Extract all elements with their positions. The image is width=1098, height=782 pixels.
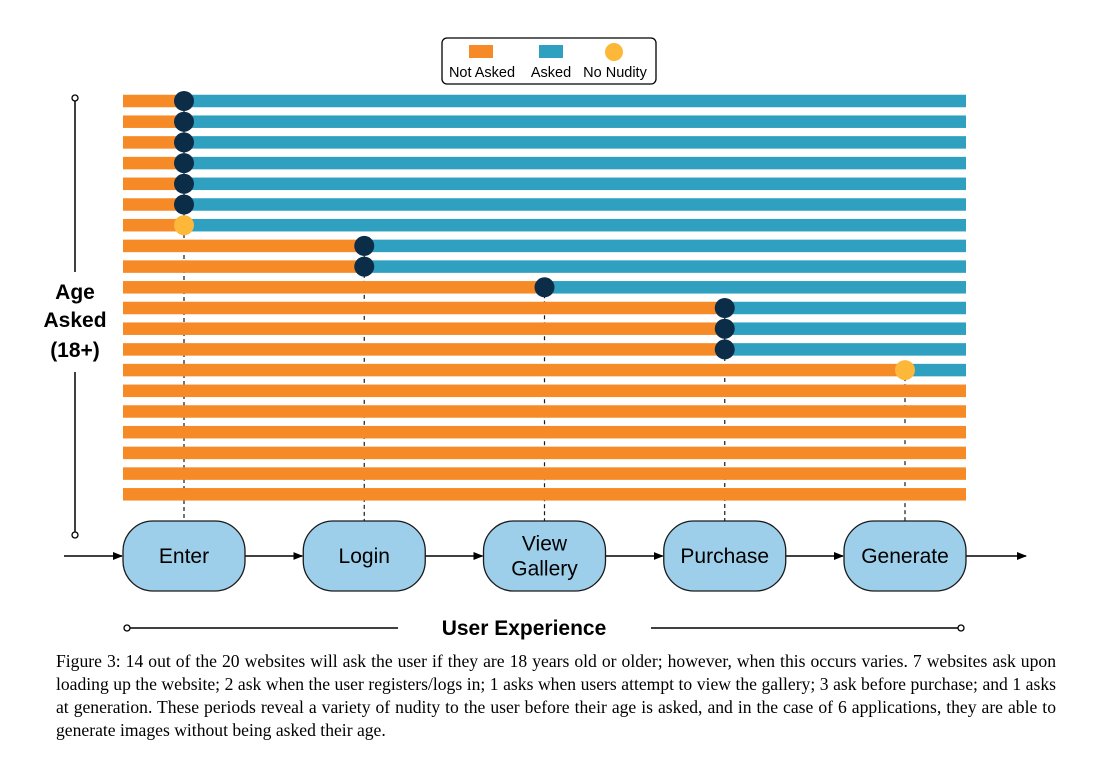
not-asked-bar	[123, 94, 184, 108]
stage-node-gallery	[482, 520, 607, 592]
not-asked-bar	[123, 115, 184, 128]
nudity-marker	[714, 318, 735, 339]
no-nudity-marker	[174, 215, 194, 236]
not-asked-bar	[123, 260, 365, 273]
legend: Not Asked Asked No Nudity	[441, 37, 657, 85]
stage-node-generate	[843, 520, 967, 592]
y-axis-end-bottom	[71, 531, 79, 539]
age-check-markers	[174, 91, 915, 381]
nudity-marker	[174, 132, 194, 153]
not-asked-bar	[123, 343, 725, 356]
y-axis: Age Asked (18+)	[43, 94, 107, 539]
asked-bar	[184, 94, 966, 108]
y-axis-label-line-2: Asked	[43, 309, 106, 332]
not-asked-bar	[123, 467, 966, 480]
nudity-marker	[174, 194, 194, 215]
asked-bar	[184, 177, 966, 191]
not-asked-bar	[123, 363, 905, 377]
not-asked-bar	[123, 281, 545, 294]
x-axis-label: User Experience	[442, 617, 607, 640]
not-asked-bar	[123, 488, 966, 501]
x-axis-end-left	[123, 624, 131, 632]
not-asked-bar	[123, 446, 966, 460]
stage-node-purchase	[663, 520, 787, 592]
not-asked-bar	[123, 177, 184, 191]
asked-bar	[905, 363, 966, 377]
legend-box	[441, 37, 657, 85]
not-asked-bar	[123, 322, 725, 335]
not-asked-bar	[123, 136, 184, 149]
legend-swatch-not-asked	[469, 45, 493, 58]
y-axis-label-line-3: (18+)	[50, 339, 100, 362]
stage-label-enter: Enter	[159, 545, 209, 568]
asked-bar	[364, 239, 966, 253]
asked-bar	[724, 343, 966, 356]
asked-bar	[724, 301, 966, 315]
stage-label-purchase: Purchase	[680, 545, 769, 568]
asked-bar	[184, 115, 966, 128]
nudity-marker	[354, 256, 375, 277]
stage-label-login: Login	[339, 545, 390, 568]
y-axis-label-line-1: Age	[55, 281, 95, 304]
nudity-marker	[354, 235, 375, 256]
figure-caption: Figure 3: 14 out of the 20 websites will…	[56, 651, 1056, 740]
not-asked-bar	[123, 425, 966, 439]
nudity-marker	[714, 298, 735, 318]
not-asked-bar	[123, 198, 184, 211]
asked-bar	[364, 260, 966, 273]
not-asked-bar	[123, 156, 184, 170]
not-asked-bar	[123, 384, 966, 398]
legend-label-no-nudity: No Nudity	[583, 65, 647, 81]
nudity-marker	[174, 91, 194, 111]
asked-bar	[544, 281, 966, 294]
not-asked-bar	[123, 218, 184, 232]
legend-label-not-asked: Not Asked	[449, 65, 515, 81]
asked-bar	[184, 218, 966, 232]
stage-node-login	[302, 520, 426, 592]
nudity-marker	[174, 153, 194, 174]
x-axis: User Experience	[123, 617, 965, 640]
x-axis-end-right	[957, 624, 965, 632]
stage-label-generate: Generate	[861, 545, 949, 568]
asked-bar	[184, 136, 966, 149]
legend-swatch-asked	[539, 45, 563, 58]
not-asked-bar	[123, 301, 725, 315]
asked-bar	[184, 198, 966, 211]
asked-bar	[724, 322, 966, 335]
not-asked-bar	[123, 405, 966, 418]
no-nudity-marker	[895, 360, 915, 381]
asked-bar	[184, 156, 966, 170]
stage-label-gallery: Gallery	[511, 558, 578, 581]
stage-label-gallery: View	[522, 533, 568, 556]
nudity-marker	[174, 173, 194, 194]
not-asked-bar	[123, 239, 365, 253]
nudity-marker	[174, 111, 194, 132]
stage-node-enter	[122, 520, 246, 592]
legend-label-asked: Asked	[531, 65, 571, 81]
nudity-marker	[534, 277, 555, 298]
website-bars	[123, 94, 966, 501]
age-verification-timeline-chart: Not Asked Asked No Nudity Age Asked (18+…	[43, 37, 1027, 640]
legend-swatch-no-nudity	[605, 43, 623, 61]
y-axis-end-top	[71, 94, 79, 102]
nudity-marker	[714, 339, 735, 360]
